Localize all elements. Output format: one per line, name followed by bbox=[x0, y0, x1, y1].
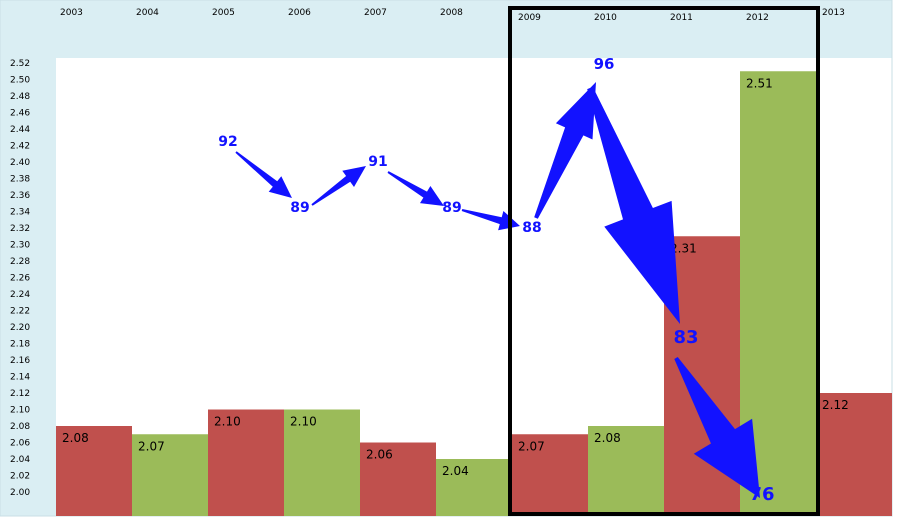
annotation-arrow bbox=[587, 86, 680, 325]
annotation-arrow bbox=[311, 166, 366, 206]
annotation-label: 91 bbox=[368, 154, 387, 170]
bar bbox=[436, 459, 512, 516]
bar-value-label: 2.12 bbox=[822, 398, 849, 412]
y-tick-label: 2.02 bbox=[10, 472, 30, 482]
annotation-arrow bbox=[674, 357, 760, 498]
bar bbox=[208, 409, 284, 516]
y-tick-label: 2.38 bbox=[10, 175, 30, 185]
year-label: 2012 bbox=[746, 13, 769, 23]
y-axis-band bbox=[0, 0, 56, 516]
bar-value-label: 2.06 bbox=[366, 448, 393, 462]
y-tick-label: 2.30 bbox=[10, 241, 30, 251]
y-tick-label: 2.32 bbox=[10, 224, 30, 234]
bar bbox=[132, 434, 208, 516]
year-label: 2010 bbox=[594, 13, 617, 23]
highlight-box bbox=[508, 6, 820, 516]
header-band-right bbox=[814, 0, 892, 58]
year-label: 2013 bbox=[822, 8, 845, 18]
y-tick-label: 2.28 bbox=[10, 257, 30, 267]
y-tick-label: 2.26 bbox=[10, 274, 30, 284]
year-label: 2008 bbox=[440, 8, 463, 18]
header-band-left bbox=[54, 0, 510, 58]
annotation-label: 76 bbox=[749, 484, 774, 505]
y-tick-label: 2.10 bbox=[10, 406, 30, 416]
x-axis: 2003 2004 2005 2006 2007 2008 2009 2010 2011 2012… bbox=[60, 8, 845, 23]
y-tick-label: 2.06 bbox=[10, 439, 30, 449]
bar-value-label: 2.51 bbox=[746, 76, 773, 90]
y-tick-label: 2.18 bbox=[10, 340, 30, 350]
y-tick-label: 2.40 bbox=[10, 158, 30, 168]
bar bbox=[56, 426, 132, 516]
bar bbox=[360, 442, 436, 516]
year-label: 2009 bbox=[518, 13, 541, 23]
annotation-label: 96 bbox=[594, 55, 615, 73]
bar bbox=[284, 409, 360, 516]
y-tick-label: 2.46 bbox=[10, 109, 30, 119]
right-margin bbox=[892, 0, 900, 522]
bar-value-label: 2.08 bbox=[594, 431, 621, 445]
y-tick-label: 2.22 bbox=[10, 307, 30, 317]
annotation-arrows bbox=[235, 82, 760, 498]
bar bbox=[816, 393, 892, 516]
y-tick-label: 2.36 bbox=[10, 191, 30, 201]
bar-value-label: 2.10 bbox=[214, 415, 241, 429]
year-label: 2004 bbox=[136, 8, 159, 18]
bar-value-label: 2.10 bbox=[290, 415, 317, 429]
y-tick-label: 2.04 bbox=[10, 455, 30, 465]
bar-value-label: 2.07 bbox=[138, 439, 165, 453]
annotation-label: 83 bbox=[673, 327, 698, 348]
year-label: 2007 bbox=[364, 8, 387, 18]
bar bbox=[588, 426, 664, 516]
y-tick-label: 2.14 bbox=[10, 373, 30, 383]
year-label: 2011 bbox=[670, 13, 693, 23]
y-tick-label: 2.48 bbox=[10, 92, 30, 102]
y-tick-label: 2.42 bbox=[10, 142, 30, 152]
y-tick-label: 2.24 bbox=[10, 290, 30, 300]
y-tick-label: 2.34 bbox=[10, 208, 30, 218]
y-tick-label: 2.20 bbox=[10, 323, 30, 333]
y-tick-label: 2.08 bbox=[10, 422, 30, 432]
annotation-arrow bbox=[534, 82, 596, 219]
annotation-arrow bbox=[387, 171, 444, 206]
bar-value-label: 2.08 bbox=[62, 431, 89, 445]
bar-value-label: 2.04 bbox=[442, 464, 469, 478]
y-tick-label: 2.50 bbox=[10, 76, 30, 86]
annotation-label: 89 bbox=[290, 200, 309, 216]
y-axis: 2.00 2.02 2.04 2.06 2.08 2.10 2.12 2.14 2.16 2.18… bbox=[10, 59, 30, 498]
bars: 2.08 2.07 2.10 2.10 2.06 2.04 2.07 2.08 2.31 2.51… bbox=[56, 71, 892, 516]
y-tick-label: 2.12 bbox=[10, 389, 30, 399]
annotation-label: 89 bbox=[442, 200, 461, 216]
year-label: 2003 bbox=[60, 8, 83, 18]
year-label: 2005 bbox=[212, 8, 235, 18]
bar-value-label: 2.07 bbox=[518, 439, 545, 453]
bar-value-label: 2.31 bbox=[670, 241, 697, 255]
y-tick-label: 2.44 bbox=[10, 125, 30, 135]
annotation-label: 88 bbox=[522, 220, 541, 236]
y-tick-label: 2.16 bbox=[10, 356, 30, 366]
annotation-label: 92 bbox=[218, 134, 237, 150]
year-label: 2006 bbox=[288, 8, 311, 18]
bar bbox=[512, 434, 588, 516]
annotation-labels: 92 89 91 89 88 96 83 76 bbox=[218, 55, 774, 505]
y-tick-label: 2.00 bbox=[10, 488, 30, 498]
annotation-arrow bbox=[235, 151, 292, 198]
annotation-arrow bbox=[461, 209, 520, 231]
y-tick-label: 2.52 bbox=[10, 59, 30, 69]
